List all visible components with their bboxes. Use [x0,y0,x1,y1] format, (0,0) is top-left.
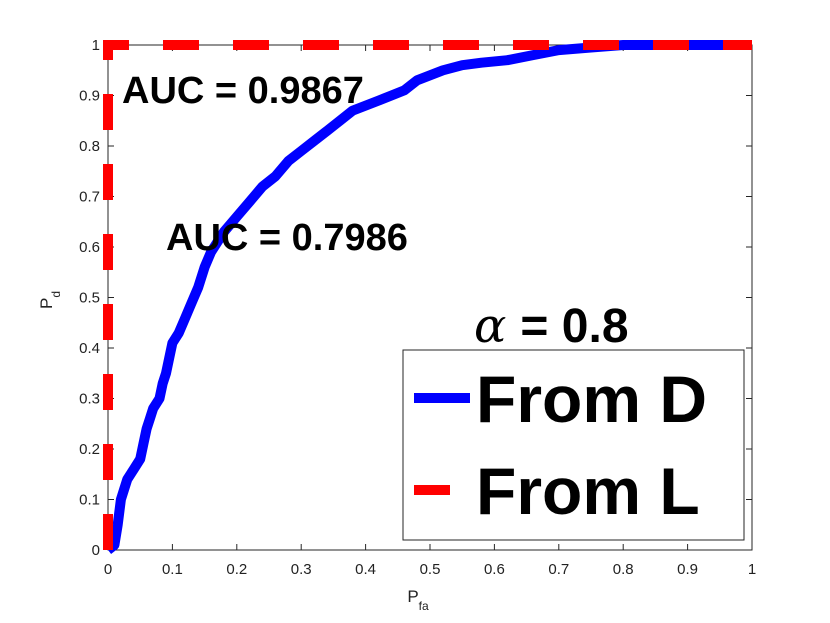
y-tick-label: 0.2 [79,441,100,458]
x-axis-label: Pfa [407,587,429,613]
legend: From D From L [402,349,745,541]
y-tick-label: 0.1 [79,492,100,509]
x-tick-label: 0 [104,561,112,578]
x-tick-label: 0.7 [548,561,569,578]
legend-label-from-l: From L [476,454,700,528]
series-line-from-d [104,40,752,554]
y-axis-label-group: Pd [37,291,63,309]
alpha-annotation: α = 0.8 [474,298,629,354]
y-axis-label-main: P [37,298,56,309]
y-tick-label: 1 [92,37,100,54]
y-tick-label: 0.5 [79,290,100,307]
y-axis-label-sub: d [49,291,63,298]
y-tick-label: 0.9 [79,88,100,105]
x-axis-label-sub: fa [419,599,429,613]
y-tick-label: 0.6 [79,239,100,256]
y-tick-label: 0.7 [79,189,100,206]
axis-ticks: 0 0.1 0.2 0.3 0.4 0.5 0.6 0.7 0.8 0.9 1 0 0.1 0.2 0.3 0… [79,37,756,578]
x-tick-label: 0.3 [291,561,312,578]
legend-box [402,349,745,541]
y-axis-label: Pd [37,291,63,309]
legend-label-from-d: From D [476,362,707,436]
auc-annotation-from-d: AUC = 0.7986 [166,217,408,259]
y-tick-label: 0.8 [79,138,100,155]
series-line-from-l [103,40,752,550]
y-tick-label: 0.3 [79,391,100,408]
x-tick-label: 0.6 [484,561,505,578]
x-tick-label: 0.5 [420,561,441,578]
series-layer [103,40,752,554]
x-tick-label: 0.1 [162,561,183,578]
x-tick-label: 0.9 [677,561,698,578]
auc-annotation-from-l: AUC = 0.9867 [122,70,364,112]
x-tick-label: 1 [748,561,756,578]
alpha-symbol: α [474,298,506,354]
y-tick-label: 0.4 [79,340,100,357]
x-tick-label: 0.8 [613,561,634,578]
x-axis-label-main: P [407,587,418,606]
x-tick-label: 0.2 [226,561,247,578]
x-tick-label: 0.4 [355,561,376,578]
alpha-value: = 0.8 [520,300,628,353]
y-tick-label: 0 [92,542,100,559]
